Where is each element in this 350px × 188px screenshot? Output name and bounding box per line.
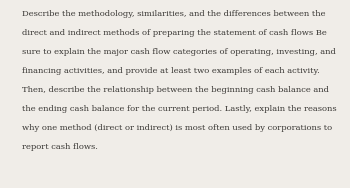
Text: why one method (direct or indirect) is most often used by corporations to: why one method (direct or indirect) is m… (22, 124, 332, 132)
Text: sure to explain the major cash flow categories of operating, investing, and: sure to explain the major cash flow cate… (22, 48, 336, 56)
Text: direct and indirect methods of preparing the statement of cash flows Be: direct and indirect methods of preparing… (22, 29, 327, 37)
Text: Then, describe the relationship between the beginning cash balance and: Then, describe the relationship between … (22, 86, 329, 94)
Text: the ending cash balance for the current period. Lastly, explain the reasons: the ending cash balance for the current … (22, 105, 337, 113)
Text: report cash flows.: report cash flows. (22, 143, 98, 151)
Text: Describe the methodology, similarities, and the differences between the: Describe the methodology, similarities, … (22, 10, 326, 18)
Text: financing activities, and provide at least two examples of each activity.: financing activities, and provide at lea… (22, 67, 320, 75)
